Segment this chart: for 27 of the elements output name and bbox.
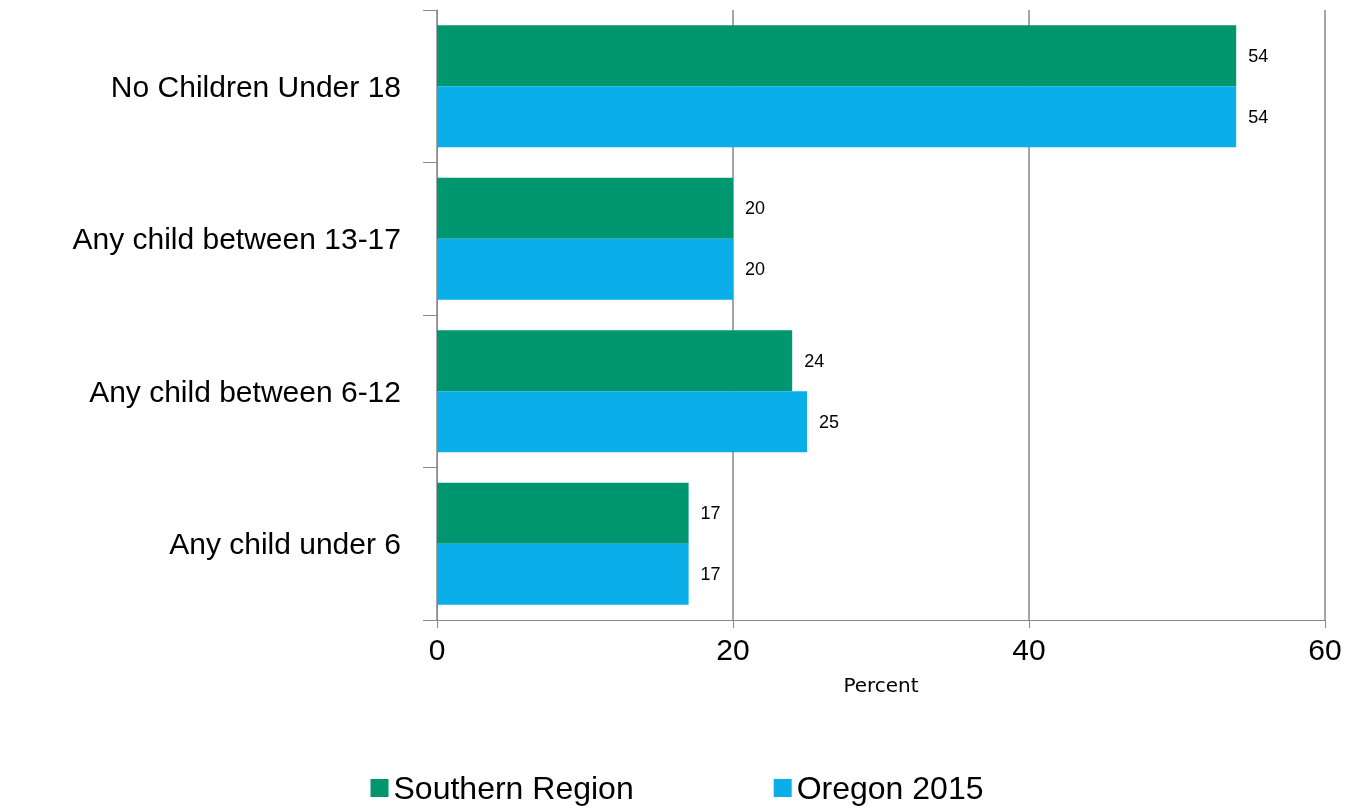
data-label: 17 <box>700 503 721 524</box>
bar <box>437 543 689 605</box>
bar <box>437 391 807 453</box>
y-tick-label: Any child between 13-17 <box>72 222 401 256</box>
data-label: 54 <box>1248 106 1269 127</box>
data-label: 17 <box>700 564 721 585</box>
x-axis-title: Percent <box>843 673 919 697</box>
data-label: 24 <box>804 350 825 371</box>
data-label: 25 <box>819 411 840 432</box>
bar <box>437 25 1237 87</box>
legend-label: Oregon 2015 <box>796 770 984 806</box>
y-tick-label: Any child between 6-12 <box>89 374 401 408</box>
x-tick-label: 20 <box>716 632 750 666</box>
x-tick-label: 60 <box>1308 632 1342 666</box>
bar <box>437 86 1237 148</box>
bar <box>437 482 689 544</box>
y-tick-label: Any child under 6 <box>169 527 401 561</box>
legend-label: Southern Region <box>393 770 634 806</box>
bar <box>437 330 793 392</box>
data-label: 54 <box>1248 45 1269 66</box>
y-tick-label: No Children Under 18 <box>110 69 401 103</box>
bar <box>437 177 733 239</box>
bar <box>437 238 733 300</box>
x-tick-label: 40 <box>1012 632 1046 666</box>
data-label: 20 <box>745 259 766 280</box>
x-tick-label: 0 <box>428 632 446 666</box>
data-label: 20 <box>745 198 766 219</box>
